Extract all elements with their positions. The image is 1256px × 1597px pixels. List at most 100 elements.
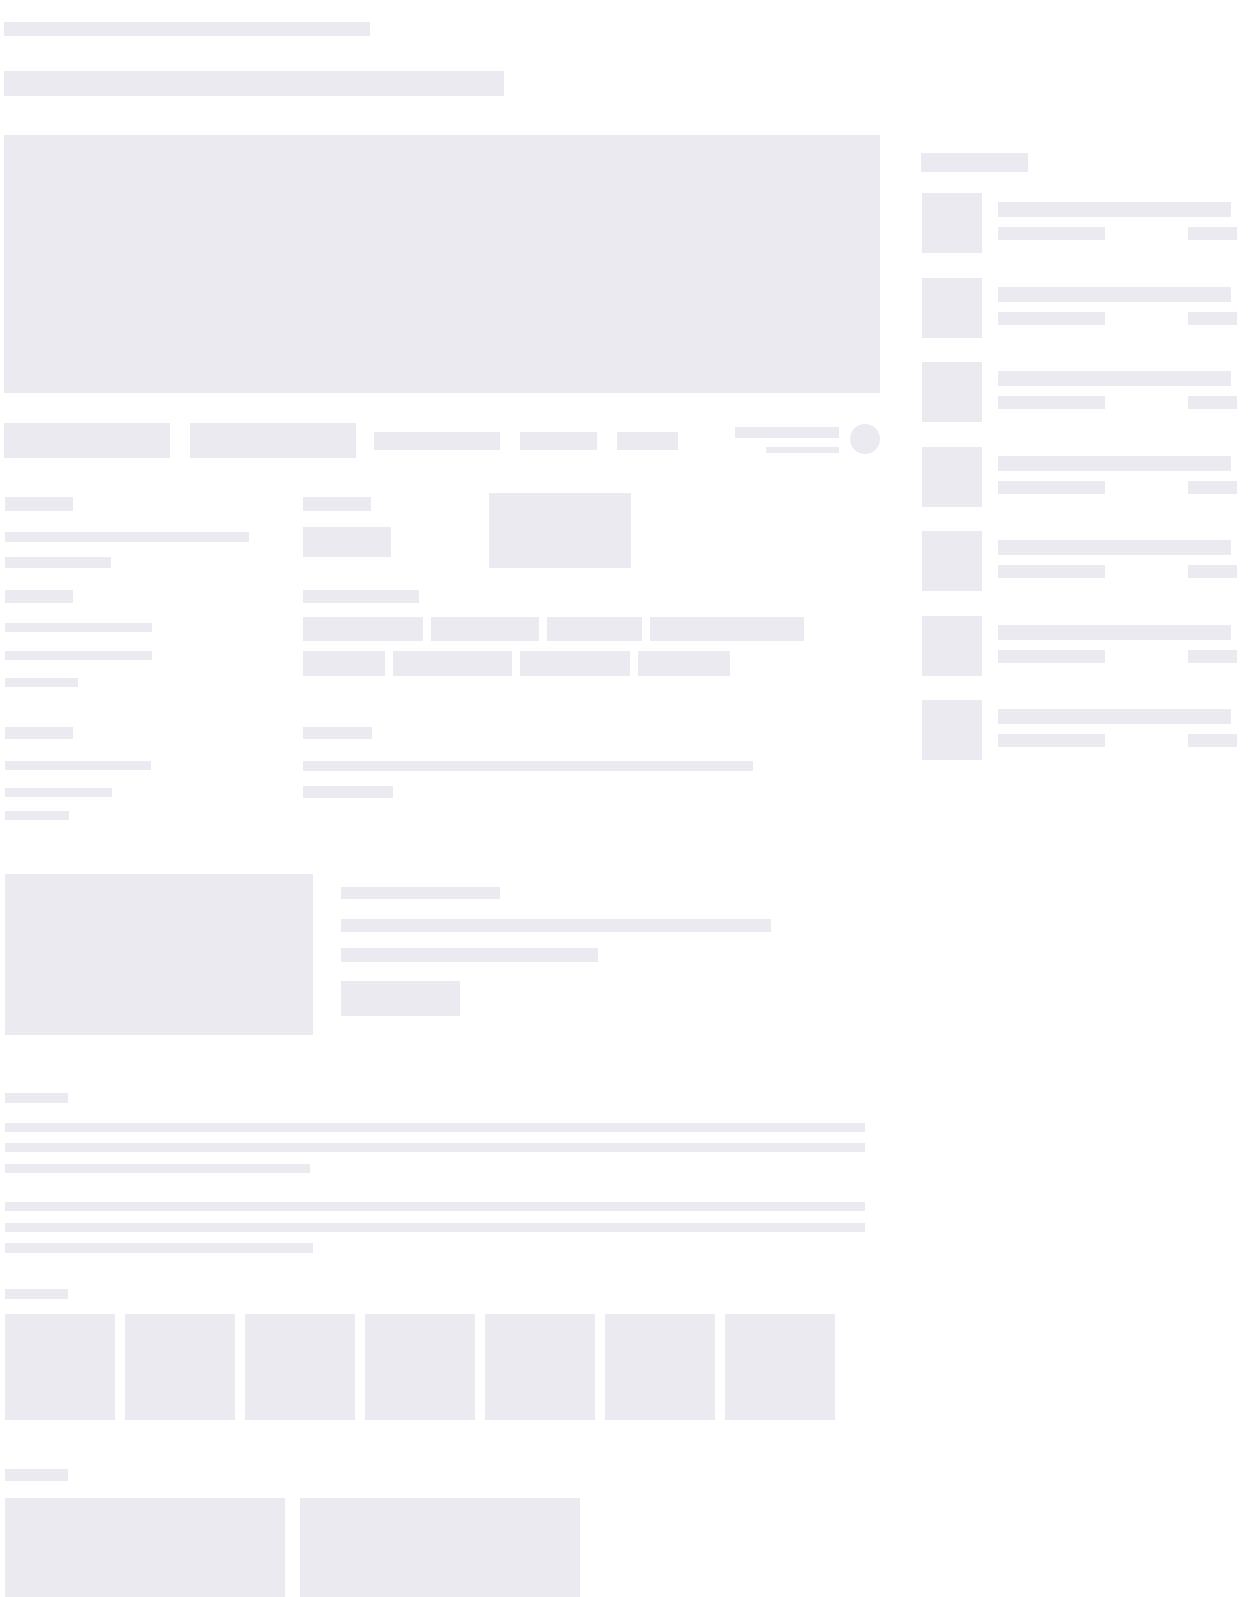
related-duration-placeholder (1188, 481, 1237, 494)
chip-placeholder (650, 617, 804, 641)
primary-button-placeholder (4, 423, 170, 458)
paragraph-line-placeholder (5, 1202, 865, 1211)
gallery-thumbnail-row (5, 1314, 835, 1420)
detail-label-placeholder (5, 727, 73, 739)
gallery-thumbnail-placeholder (605, 1314, 715, 1420)
related-item-placeholder (922, 531, 1237, 591)
preview-box-placeholder (489, 493, 631, 568)
paragraph-line-placeholder (5, 1223, 865, 1232)
sidebar-header-placeholder (921, 153, 1028, 172)
section-label-placeholder (5, 1469, 68, 1481)
related-duration-placeholder (1188, 396, 1237, 409)
related-item-placeholder (922, 362, 1237, 422)
chip-placeholder (393, 651, 512, 676)
chip-placeholder (638, 651, 730, 676)
media-image-placeholder (5, 874, 313, 1035)
section-label-placeholder (5, 1289, 68, 1299)
related-thumbnail-placeholder (922, 278, 982, 338)
related-item-placeholder (922, 447, 1237, 507)
related-meta-placeholder (998, 734, 1105, 747)
related-title-placeholder (998, 540, 1231, 555)
related-thumbnail-placeholder (922, 447, 982, 507)
page-title-placeholder (4, 22, 370, 36)
gallery-thumbnail-placeholder (365, 1314, 475, 1420)
secondary-button-placeholder (190, 423, 356, 458)
related-item-placeholder (922, 193, 1237, 253)
detail-line-placeholder (5, 761, 151, 770)
avatar-placeholder (850, 424, 880, 454)
related-meta-placeholder (998, 565, 1105, 578)
chip-placeholder (520, 432, 597, 450)
media-button-placeholder (341, 981, 460, 1016)
detail-label-placeholder (303, 727, 372, 739)
related-meta-placeholder (998, 227, 1105, 240)
chip-placeholder (617, 432, 678, 450)
action-chip-group (374, 432, 678, 450)
related-meta-placeholder (998, 650, 1105, 663)
related-meta-placeholder (998, 481, 1105, 494)
gallery-thumbnail-placeholder (245, 1314, 355, 1420)
related-title-placeholder (998, 625, 1231, 640)
detail-line-placeholder (5, 623, 152, 632)
chip-placeholder (547, 617, 642, 641)
tags-label-placeholder (303, 590, 419, 603)
related-thumbnail-placeholder (922, 362, 982, 422)
media-text-line-placeholder (341, 919, 771, 932)
gallery-thumbnail-placeholder (725, 1314, 835, 1420)
related-title-placeholder (998, 202, 1231, 217)
related-item-placeholder (922, 616, 1237, 676)
meta-line-2-placeholder (766, 447, 839, 453)
meta-line-1-placeholder (735, 427, 839, 438)
chip-placeholder (520, 651, 630, 676)
detail-line-placeholder (5, 788, 112, 797)
paragraph-line-placeholder (5, 1243, 313, 1253)
chip-placeholder (303, 651, 385, 676)
chip-placeholder (303, 617, 423, 641)
related-item-placeholder (922, 278, 1237, 338)
footer-block-placeholder (300, 1498, 580, 1597)
chip-placeholder (431, 617, 539, 641)
related-meta-placeholder (998, 396, 1105, 409)
paragraph-line-placeholder (5, 1143, 865, 1152)
gallery-thumbnail-placeholder (485, 1314, 595, 1420)
detail-line-placeholder (303, 761, 753, 771)
detail-line-placeholder (5, 678, 78, 687)
related-duration-placeholder (1188, 650, 1237, 663)
related-thumbnail-placeholder (922, 193, 982, 253)
related-duration-placeholder (1188, 734, 1237, 747)
related-item-placeholder (922, 700, 1237, 760)
chip-placeholder (374, 432, 500, 450)
related-thumbnail-placeholder (922, 700, 982, 760)
status-chip-placeholder (303, 527, 391, 557)
related-duration-placeholder (1188, 227, 1237, 240)
related-title-placeholder (998, 709, 1231, 724)
related-title-placeholder (998, 371, 1231, 386)
related-title-placeholder (998, 456, 1231, 471)
detail-label-placeholder (303, 497, 371, 511)
detail-label-placeholder (5, 497, 73, 511)
detail-line-placeholder (5, 811, 69, 820)
paragraph-line-placeholder (5, 1123, 865, 1132)
related-meta-placeholder (998, 312, 1105, 325)
detail-line-placeholder (5, 651, 152, 660)
page-subtitle-placeholder (4, 71, 504, 96)
gallery-thumbnail-placeholder (125, 1314, 235, 1420)
tag-chip-row (303, 617, 804, 641)
detail-line-placeholder (5, 557, 111, 568)
related-duration-placeholder (1188, 565, 1237, 578)
detail-line-placeholder (5, 532, 249, 542)
related-items-list (922, 193, 1237, 763)
gallery-thumbnail-placeholder (5, 1314, 115, 1420)
tag-chip-row (303, 651, 730, 676)
related-thumbnail-placeholder (922, 616, 982, 676)
footer-block-placeholder (5, 1498, 285, 1597)
related-title-placeholder (998, 287, 1231, 302)
section-label-placeholder (5, 1093, 68, 1103)
detail-line-placeholder (303, 786, 393, 798)
media-text-line-placeholder (341, 948, 598, 962)
related-duration-placeholder (1188, 312, 1237, 325)
media-title-placeholder (341, 887, 500, 899)
detail-label-placeholder (5, 590, 73, 603)
paragraph-line-placeholder (5, 1164, 310, 1173)
